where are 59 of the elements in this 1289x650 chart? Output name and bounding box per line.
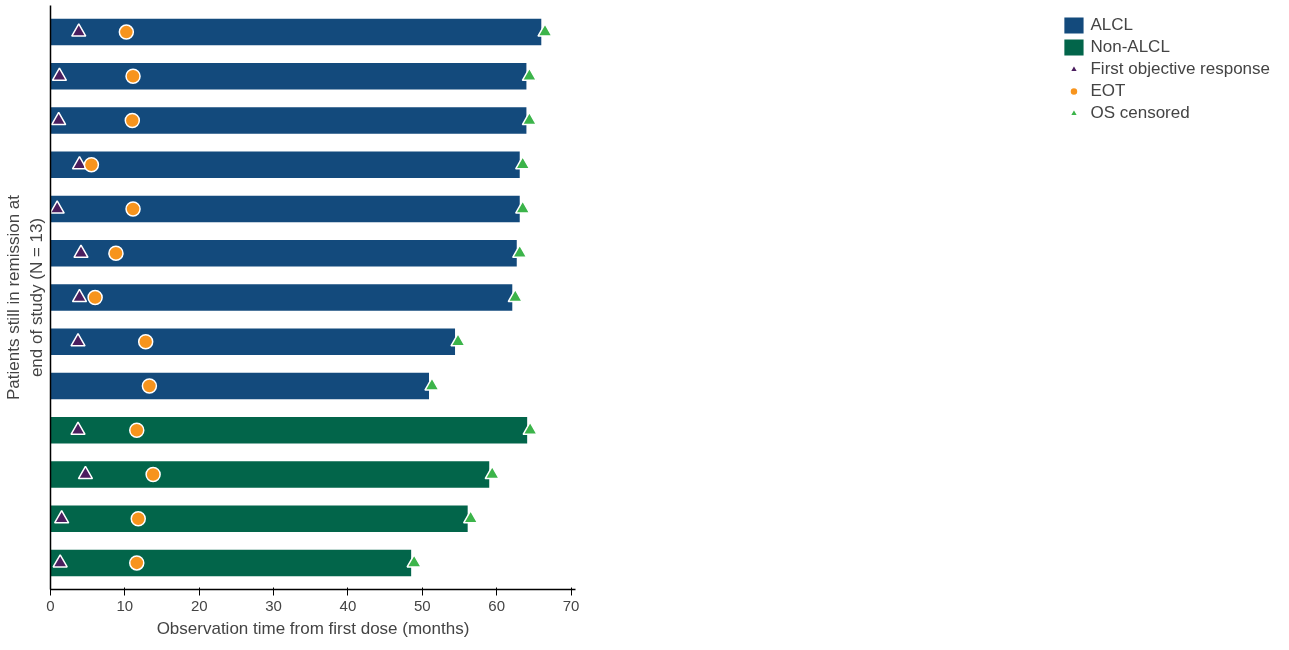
- point: [118, 24, 135, 40]
- x-tick-label: 10: [116, 596, 134, 614]
- bar: [50, 505, 468, 532]
- x-tick-label: 60: [488, 596, 506, 614]
- point: [73, 244, 89, 259]
- bar: [50, 107, 527, 134]
- y-axis-title: Patients still in remission at end of study (N = 13): [3, 194, 46, 401]
- bar: [50, 461, 490, 488]
- bar: [50, 549, 412, 577]
- point: [50, 200, 65, 214]
- legend-label: First objective response: [1090, 59, 1270, 79]
- point: [125, 68, 141, 85]
- bar: [50, 328, 456, 356]
- x-tick-label: 0: [46, 596, 55, 614]
- point: [129, 555, 145, 571]
- point: [71, 288, 88, 303]
- bar: [50, 372, 430, 400]
- x-axis-title: Observation time from first dose (months): [156, 618, 470, 638]
- point: [145, 466, 161, 483]
- legend-label: EOT: [1090, 81, 1126, 101]
- point: [124, 112, 141, 129]
- point: [87, 289, 103, 306]
- point: [129, 422, 145, 438]
- point: [424, 377, 440, 391]
- point: [537, 23, 553, 37]
- point: [514, 200, 531, 214]
- x-tick-label: 70: [562, 596, 580, 614]
- bar: [50, 151, 520, 179]
- point: [108, 245, 124, 261]
- point: [51, 67, 68, 82]
- point: [522, 421, 538, 436]
- bar: [50, 239, 517, 267]
- point: [70, 421, 86, 436]
- x-tick-label: 20: [190, 596, 208, 614]
- point: [77, 465, 94, 480]
- point: [71, 23, 87, 37]
- bar: [50, 63, 527, 90]
- legend-label: ALCL: [1090, 15, 1133, 35]
- bar: [50, 416, 528, 444]
- point: [511, 244, 528, 259]
- point: [50, 111, 67, 126]
- point: [137, 334, 154, 350]
- legend-label: OS censored: [1090, 103, 1190, 123]
- point: [406, 554, 422, 568]
- point: [53, 509, 70, 524]
- bar: [50, 195, 520, 223]
- x-tick-label: 30: [265, 596, 282, 614]
- point: [71, 155, 88, 170]
- point: [70, 332, 86, 347]
- point: [125, 201, 141, 217]
- point: [83, 157, 100, 173]
- point: [130, 510, 146, 527]
- point: [52, 554, 68, 568]
- legend-label: Non-ALCL: [1090, 37, 1170, 57]
- bar: [50, 18, 542, 46]
- x-tick-label: 50: [413, 596, 431, 614]
- bar: [50, 284, 513, 311]
- x-tick-label: 40: [339, 596, 357, 614]
- point: [141, 378, 158, 394]
